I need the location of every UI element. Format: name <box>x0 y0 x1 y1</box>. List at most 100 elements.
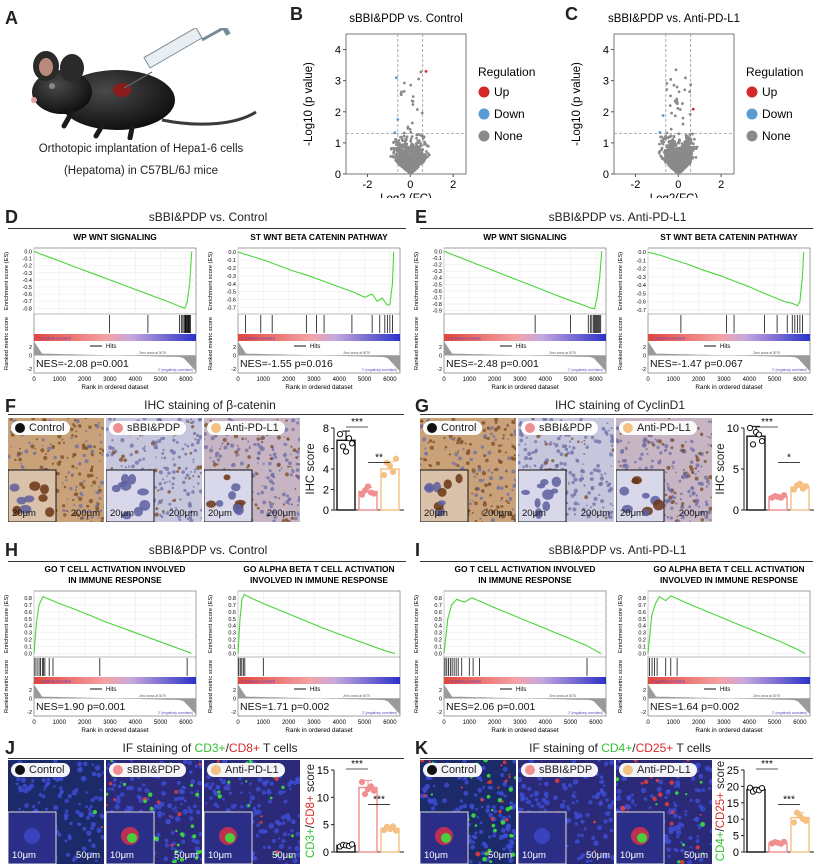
dapi-nucleus <box>459 805 464 810</box>
volcano-point <box>667 140 671 144</box>
cell-nucleus <box>672 467 675 470</box>
positive-cell <box>113 798 117 802</box>
y-tick-label: 0.0 <box>228 250 236 256</box>
dapi-nucleus <box>240 805 244 809</box>
y-tick-label: 0.6 <box>638 610 646 616</box>
volcano-point <box>399 135 402 139</box>
cell-nucleus <box>268 469 272 473</box>
cell-nucleus <box>97 421 100 424</box>
cell-nucleus <box>559 452 564 457</box>
cell-nucleus <box>171 486 175 490</box>
cell-nucleus <box>429 464 433 468</box>
x-tick-label: 5000 <box>768 720 782 726</box>
cell-nucleus <box>99 480 104 485</box>
cell-nucleus <box>24 449 29 454</box>
dapi-nucleus <box>511 828 516 834</box>
cell-nucleus <box>286 494 289 498</box>
dapi-nucleus <box>534 797 539 802</box>
cell-nucleus <box>572 507 577 512</box>
x-tick-label: 5000 <box>154 720 168 726</box>
cell-nucleus <box>159 486 164 491</box>
cell-nucleus <box>266 476 270 480</box>
volcano-point <box>417 155 420 159</box>
y-axis-label-part: IHC score <box>715 443 727 494</box>
dapi-nucleus <box>487 835 492 839</box>
volcano-point <box>673 114 677 118</box>
ranked-metric-area <box>34 341 196 372</box>
bar-control <box>746 435 766 511</box>
panel-label-g: G <box>415 396 430 416</box>
dapi-nucleus <box>108 787 111 791</box>
dapi-nucleus <box>476 816 480 819</box>
cell-nucleus <box>481 478 485 482</box>
dapi-nucleus <box>281 839 286 844</box>
cell-nucleus <box>192 458 195 461</box>
cell-nucleus <box>472 500 474 502</box>
cell-nucleus <box>456 439 459 442</box>
volcano-point <box>684 76 687 80</box>
cell-nucleus <box>278 469 281 472</box>
cell-nucleus <box>708 475 712 480</box>
dapi-nucleus <box>479 821 483 825</box>
cell-nucleus <box>283 436 286 438</box>
y-tick-label: -0.5 <box>227 290 236 296</box>
cell-nucleus <box>697 470 700 473</box>
cell-nucleus <box>60 455 65 459</box>
gsea-plot-i2: GO ALPHA BETA T CELL ACTIVATIONINVOLVED … <box>618 564 811 732</box>
y-tick-label: 0.0 <box>638 250 646 256</box>
dapi-nucleus <box>508 843 514 849</box>
dapi-nucleus <box>459 799 464 803</box>
cell-nucleus <box>621 459 626 463</box>
cell-nucleus <box>185 466 188 470</box>
cell-nucleus <box>664 493 668 497</box>
dapi-nucleus <box>101 815 104 819</box>
dapi-nucleus <box>530 804 534 808</box>
cell-nucleus <box>86 504 90 508</box>
cell-nucleus <box>197 475 200 478</box>
y-tick-label: 0.7 <box>434 603 442 609</box>
cell-nucleus <box>168 480 171 483</box>
legend-label: Up <box>762 85 778 99</box>
cell-nucleus <box>254 471 257 474</box>
volcano-point <box>418 158 422 162</box>
dapi-nucleus <box>471 834 476 839</box>
cell-nucleus <box>230 443 235 448</box>
cell-nucleus <box>70 427 74 432</box>
group-label-pill: Control <box>11 421 71 435</box>
dapi-nucleus <box>81 846 87 852</box>
inset-nucleus <box>45 507 55 518</box>
positive-cell <box>489 860 493 864</box>
inset-nucleus <box>542 501 551 512</box>
volcano-point <box>680 144 684 148</box>
cell-nucleus <box>479 517 482 520</box>
data-point <box>780 492 788 499</box>
cell-nucleus <box>490 518 496 522</box>
volcano-point <box>681 153 685 156</box>
cell-nucleus <box>481 512 484 516</box>
y-axis-label: -Log10 (p value) <box>571 62 583 146</box>
y-tick-label: 0.6 <box>434 610 442 616</box>
dapi-nucleus <box>59 786 63 790</box>
dapi-nucleus <box>291 819 296 825</box>
panel-label-f: F <box>5 396 16 416</box>
x-tick-label: 3000 <box>307 720 321 726</box>
cell-nucleus <box>162 510 165 513</box>
dapi-nucleus <box>86 830 92 836</box>
dapi-nucleus <box>199 857 202 861</box>
inset-nucleus <box>223 474 231 481</box>
volcano-point <box>402 90 406 93</box>
x-axis-label: Rank in ordered dataset <box>695 727 762 732</box>
cell-nucleus <box>583 443 586 446</box>
cell-nucleus <box>270 444 274 449</box>
cell-nucleus <box>111 439 114 442</box>
cell-nucleus <box>694 476 699 481</box>
cell-nucleus <box>490 432 493 436</box>
cell-nucleus <box>506 424 509 427</box>
cell-nucleus <box>518 443 521 446</box>
dapi-nucleus <box>90 851 95 856</box>
cell-nucleus <box>457 450 460 453</box>
cell-nucleus <box>262 462 265 465</box>
cell-nucleus <box>462 447 465 451</box>
positive-cell <box>269 796 273 800</box>
